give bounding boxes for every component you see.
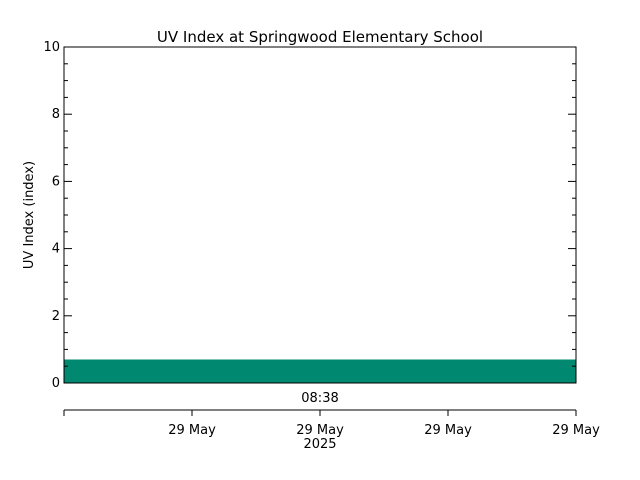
time-tick-label: 29 May <box>296 423 344 438</box>
plot-frame <box>63 46 577 384</box>
axes-layer: 0 2 4 6 8 10 <box>43 40 576 391</box>
y-tick-label: 10 <box>43 40 60 55</box>
data-layer <box>64 359 576 383</box>
series-area-0 <box>64 359 576 383</box>
y-tick-label: 6 <box>52 174 60 189</box>
y-tick-label: 4 <box>52 242 60 257</box>
chart-title: UV Index at Springwood Elementary School <box>157 28 483 46</box>
y-tick-label: 0 <box>52 376 60 391</box>
y-tick-label: 2 <box>52 309 60 324</box>
time-axis: 29 May 29 May 29 May 29 May <box>63 409 600 438</box>
y-axis-label: UV Index (index) <box>22 161 37 269</box>
time-tick-label: 29 May <box>552 423 600 438</box>
time-axis-label: 08:38 <box>301 391 338 406</box>
time-tick-label: 29 May <box>168 423 216 438</box>
time-tick-label: 29 May <box>424 423 472 438</box>
year-label: 2025 <box>303 437 336 452</box>
y-tick-label: 8 <box>52 107 60 122</box>
